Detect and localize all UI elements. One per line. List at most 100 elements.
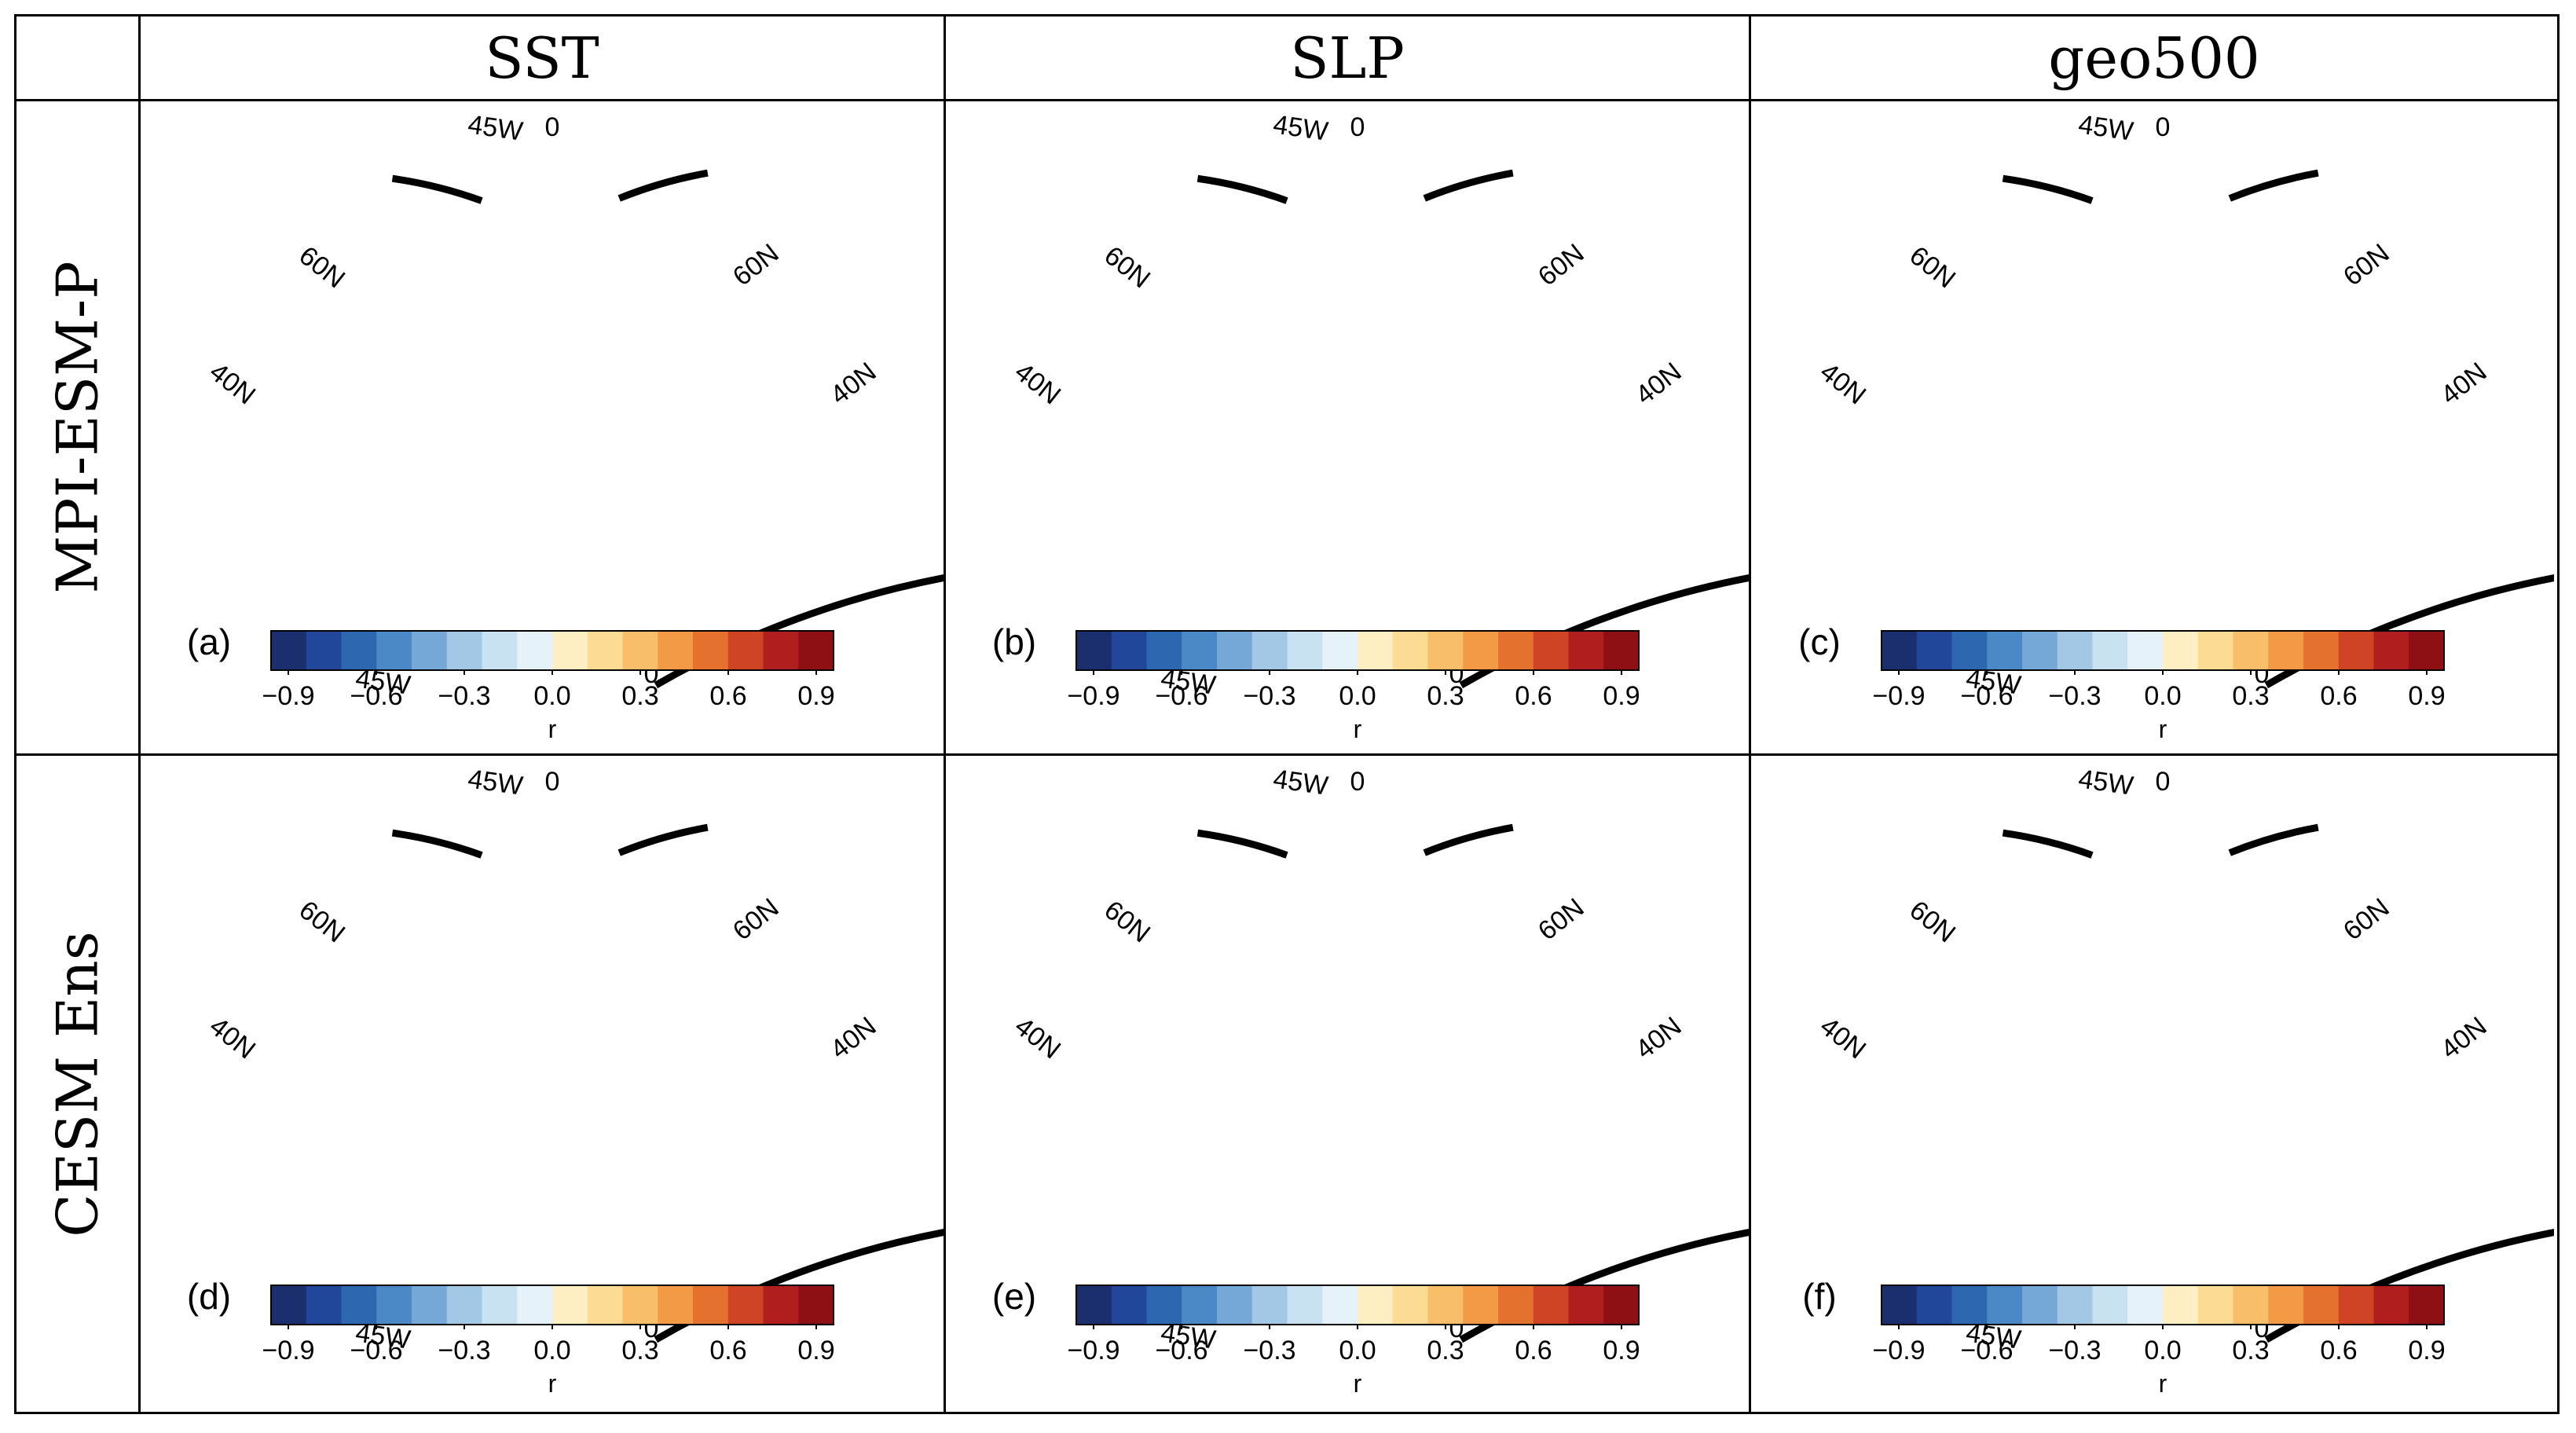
panel-b: 45W 0 45W 0 60N 40N 60N 40N (b) −0.9 −0.6 −0.3 0.0 0.… [947,103,1749,751]
lat-label-left-60n: 60N [1904,895,1961,948]
colorbar: −0.9 −0.6 −0.3 0.0 0.3 0.6 0.9 r [1872,630,2446,743]
panel-a: 45W 0 45W 0 60N 40N 60N 40N (a) −0.9 −0.6 −0.3 0.0 0.… [142,103,944,751]
colorbar-tick-label: 0.0 [2144,681,2181,711]
colorbar-swatch [1916,631,1952,670]
colorbar-swatch [622,1285,658,1325]
colorbar-swatch [1987,1285,2023,1325]
colorbar-label: r [548,1369,557,1398]
colorbar-tick-label: 0.9 [1603,1336,1640,1365]
positive-region [181,425,496,566]
border-seg [1423,823,1514,856]
colorbar-swatch [2127,631,2164,670]
colorbar-swatch [271,631,307,670]
map-frame [142,757,944,897]
coastlines [994,103,1656,700]
colorbar-tick-label: 0.3 [2232,1336,2269,1365]
british-isles-coast [1537,323,1576,401]
map-border-segments [391,169,944,689]
colorbar-swatch [341,631,377,670]
colorbar-tick-label: −0.9 [262,681,314,711]
colorbar-tick-label: 0.0 [533,1336,570,1365]
colorbar-swatch [2233,631,2269,670]
land-north-america [142,797,378,897]
colorbar-tick-label: −0.3 [438,1336,490,1365]
africa-coast [1513,511,1576,700]
colorbar: −0.9 −0.6 −0.3 0.0 0.3 0.6 0.9 r [1067,1285,1640,1398]
colorbar-swatch [2197,1285,2233,1325]
colorbar-swatch [1146,631,1182,670]
border-seg [391,829,483,859]
border-seg [2002,174,2094,204]
iberia-europe-coast [1552,1072,1702,1166]
lat-label-left-40n: 40N [1009,1011,1066,1065]
colorbar-tick-label: 0.6 [1515,681,1552,711]
north-america-coast [994,164,1185,243]
strong-positive-region [1926,1119,2397,1244]
coastlines [189,757,851,897]
land-north-america [142,142,378,243]
colorbar-label: r [2159,715,2167,743]
colorbar-swatch [2127,1285,2164,1325]
colorbar-tick-label: −0.9 [1872,681,1925,711]
map-frame [1753,103,2554,243]
colorbar-swatch [2022,631,2058,670]
colorbar-swatch [1392,631,1428,670]
coastlines [189,103,851,243]
colorbar-tick-label: 0.6 [2320,1336,2357,1365]
lat-label-left-60n: 60N [293,240,350,294]
weak-positive-region [1926,181,2334,243]
colorbar-swatch [1251,1285,1288,1325]
colorbar-swatch [1951,631,1988,670]
africa-coast [1513,1166,1576,1354]
colorbar-swatch [1568,631,1604,670]
colorbar-tick-label: 0.9 [2408,681,2445,711]
panel-letter: (e) [992,1276,1036,1317]
british-isles-coast [2342,323,2381,401]
colorbar-swatch [763,1285,799,1325]
lat-label-left-60n: 60N [1098,895,1156,948]
colorbar-swatch [1217,631,1253,670]
colorbar-swatch [1882,1285,1918,1325]
colorbar-swatch [1182,1285,1218,1325]
negative-region [2271,158,2460,243]
border-seg [2002,829,2094,859]
colorbar-tick-label: 0.0 [533,681,570,711]
lon-label-top-0: 0 [545,767,560,797]
colorbar-tick-label: 0.6 [709,1336,746,1365]
iberia-europe-coast [2358,417,2507,511]
stipple-subtropics [240,466,460,546]
colorbar-swatch [376,631,412,670]
colorbar-swatch [2092,1285,2128,1325]
colorbar-swatch [1111,1285,1147,1325]
lon-label-top-0: 0 [1350,767,1365,797]
colorbar-tick-label: 0.3 [621,1336,658,1365]
negative-region [1097,119,1615,243]
colorbar-tick-label: −0.3 [438,681,490,711]
panel-d: 45W 0 45W 0 60N 40N 60N 40N (d) −0.9 −0.6 −0.3 0.0 0.… [142,757,944,1406]
lon-label-top-45w: 45W [466,764,525,801]
colorbar-tick-label: 0.6 [709,681,746,711]
colorbar-label: r [2159,1369,2167,1398]
border-seg [2228,823,2319,856]
africa-coast [2318,1166,2381,1354]
colorbar-tick-label: −0.6 [1155,681,1207,711]
negative-region [401,268,763,504]
column-header-slp: SLP [1290,24,1405,91]
colorbar-swatch [1111,631,1147,670]
lat-label-right-60n: 60N [727,892,785,946]
north-america-coast [189,819,379,897]
colorbar-swatch [446,1285,482,1325]
colorbar-swatch [412,1285,448,1325]
colorbar-swatch [727,631,764,670]
border-seg [1196,174,1288,204]
iberia-europe-coast [2358,1072,2507,1166]
colorbar-swatch [1882,631,1918,670]
colorbar-swatch [2268,631,2304,670]
lon-label-top-45w: 45W [1271,109,1330,146]
colorbar-label: r [548,715,557,743]
colorbar-swatch [2092,631,2128,670]
